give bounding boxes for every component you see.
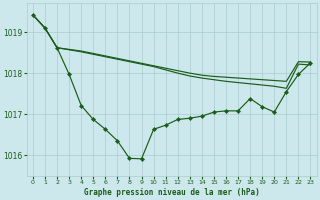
X-axis label: Graphe pression niveau de la mer (hPa): Graphe pression niveau de la mer (hPa) (84, 188, 260, 197)
